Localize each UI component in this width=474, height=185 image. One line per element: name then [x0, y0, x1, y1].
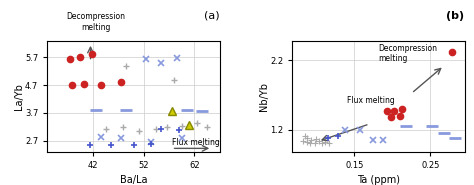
Y-axis label: La/Yb: La/Yb — [14, 83, 24, 110]
X-axis label: Ba/La: Ba/La — [120, 175, 147, 185]
Text: (b): (b) — [447, 11, 465, 21]
Text: Flux melting: Flux melting — [172, 138, 219, 147]
Text: (a): (a) — [204, 11, 220, 21]
Text: Flux melting: Flux melting — [347, 96, 395, 105]
X-axis label: Ta (ppm): Ta (ppm) — [357, 175, 400, 185]
Y-axis label: Nb/Yb: Nb/Yb — [259, 82, 269, 111]
Text: Decompression
melting: Decompression melting — [378, 44, 438, 63]
Text: Decompression
melting: Decompression melting — [66, 12, 125, 32]
